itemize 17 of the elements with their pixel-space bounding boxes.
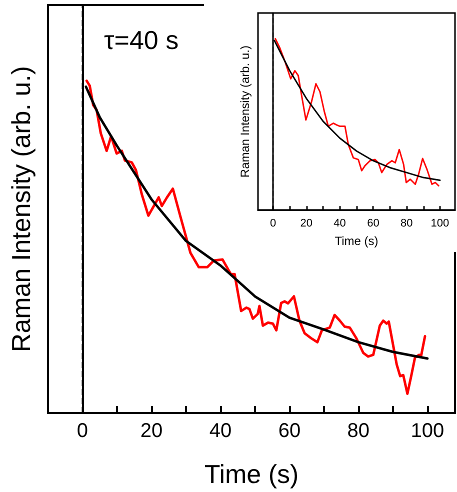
text: τ=40 s: [104, 25, 179, 55]
y-axis-title: Raman Intensity (arb. u.): [6, 66, 36, 352]
x-tick-label: 80: [347, 420, 370, 442]
x-tick-label: 80: [400, 218, 413, 230]
x-tick-label: 100: [430, 218, 450, 230]
x-tick-label: 40: [209, 420, 232, 442]
x-tick-label: 100: [410, 420, 444, 442]
x-axis-title: Time (s): [334, 234, 378, 248]
x-tick-label: 0: [76, 420, 88, 442]
x-tick-label: 60: [367, 218, 380, 230]
x-tick-label: 60: [278, 420, 301, 442]
x-tick-label: 20: [300, 218, 313, 230]
x-tick-label: 20: [140, 420, 163, 442]
x-tick-label: 40: [334, 218, 346, 230]
x-axis-title: Time (s): [204, 459, 299, 489]
y-axis-title: Raman Intensity (arb. u.): [238, 46, 252, 178]
x-tick-label: 0: [270, 218, 276, 230]
